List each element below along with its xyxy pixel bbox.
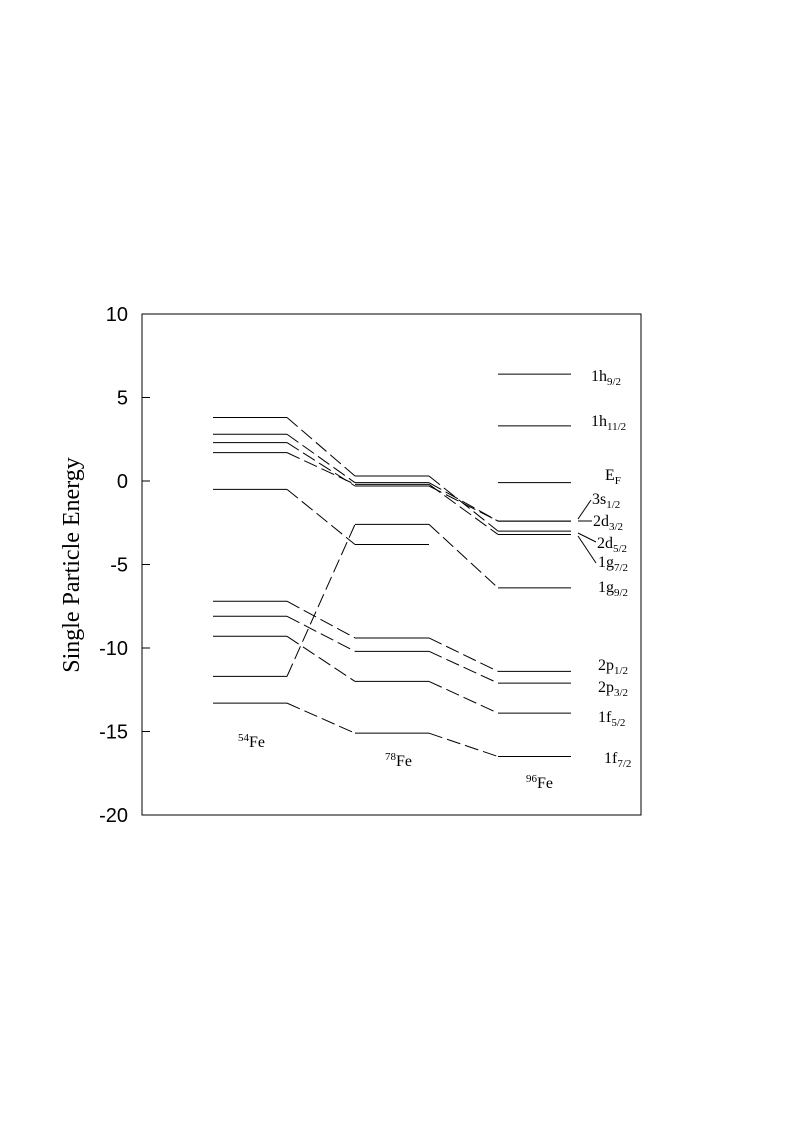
level-connector xyxy=(428,483,499,535)
state-label: 1f5/2 xyxy=(598,709,625,729)
leader-line xyxy=(577,532,597,543)
nucleus-label: 54Fe xyxy=(238,732,265,751)
state-label: EF xyxy=(605,467,621,487)
level-connector xyxy=(428,475,499,532)
y-tick-label: -20 xyxy=(99,805,128,827)
state-label: 1g7/2 xyxy=(598,554,628,574)
level-connector xyxy=(286,488,356,545)
state-label: 1h9/2 xyxy=(591,368,621,388)
nucleus-label: 96Fe xyxy=(526,773,553,792)
level-connector xyxy=(428,650,499,684)
y-tick-label: 10 xyxy=(106,304,128,326)
plot-frame xyxy=(141,313,642,816)
level-connector xyxy=(286,635,356,682)
y-tick-label: 0 xyxy=(117,471,128,493)
state-label: 2p1/2 xyxy=(598,657,628,677)
level-connector xyxy=(286,524,356,677)
leader-line xyxy=(577,499,592,520)
state-label: 1h11/2 xyxy=(591,413,626,433)
nucleus-label: 78Fe xyxy=(385,751,412,770)
y-tick-label: -15 xyxy=(99,722,128,744)
state-label: 1f7/2 xyxy=(604,750,631,770)
nucleus-labels: 54Fe 78Fe 96Fe xyxy=(238,732,553,792)
y-tick-label: -5 xyxy=(110,555,128,577)
level-connector xyxy=(428,482,499,522)
level-connector xyxy=(428,637,499,672)
y-axis: 10 5 0 -5 -10 -15 -20 xyxy=(99,304,150,827)
energy-levels xyxy=(213,373,571,758)
y-axis-label: Single Particle Energy xyxy=(59,457,85,673)
level-connector xyxy=(286,702,356,734)
level-connector xyxy=(428,732,499,758)
y-tick-label: -10 xyxy=(99,638,128,660)
level-connector xyxy=(286,417,356,477)
state-label: 2d3/2 xyxy=(593,513,623,533)
level-connector xyxy=(286,600,356,639)
level-connector xyxy=(286,615,356,652)
y-tick-label: 5 xyxy=(117,388,128,410)
state-label: 2p3/2 xyxy=(598,679,628,699)
leader-line xyxy=(577,535,597,564)
state-label: 1g9/2 xyxy=(598,579,628,599)
level-connector xyxy=(286,433,356,484)
level-connector xyxy=(428,524,499,589)
state-label: 2d5/2 xyxy=(597,535,627,555)
level-connector xyxy=(286,452,356,485)
level-connector xyxy=(428,680,499,714)
state-label: 3s1/2 xyxy=(592,491,620,511)
